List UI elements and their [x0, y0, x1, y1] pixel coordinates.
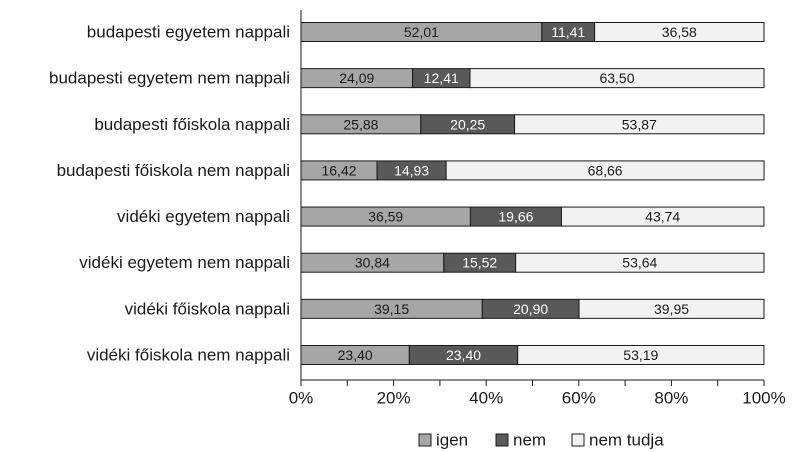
bar-value-label: 23,40 — [338, 347, 373, 363]
legend: igen nem nem tudja — [418, 431, 664, 450]
bar-segment — [469, 68, 765, 89]
bar-segment — [594, 22, 765, 42]
bar-segment — [445, 160, 765, 181]
category-label: budapesti főiskola nem nappali — [57, 161, 290, 180]
legend-swatch — [495, 433, 509, 447]
bar-value-label: 36,58 — [662, 24, 697, 40]
bar-value-label: 20,90 — [513, 301, 548, 317]
x-tick-label: 20% — [377, 389, 411, 408]
bar-value-label: 25,88 — [343, 116, 378, 132]
bars-group: 52,01 11,41 36,58 24,09 12,41 63,50 25,88 20,25… — [300, 22, 765, 365]
bar-value-label: 12,41 — [424, 70, 459, 86]
category-label: vidéki egyetem nem nappali — [79, 253, 290, 272]
bar-value-label: 52,01 — [404, 24, 439, 40]
x-tick-label: 80% — [654, 389, 688, 408]
bar-value-label: 39,95 — [654, 301, 689, 317]
bar-value-label: 53,19 — [623, 347, 658, 363]
x-tick-label: 40% — [469, 389, 503, 408]
bar-value-label: 43,74 — [645, 209, 680, 225]
bar-segment — [515, 252, 765, 273]
legend-swatch — [571, 433, 585, 447]
bar-segment — [517, 344, 765, 365]
category-label: budapesti egyetem nappali — [87, 23, 290, 42]
x-tick-label: 0% — [289, 389, 314, 408]
bar-value-label: 16,42 — [321, 162, 356, 178]
bar-segment — [578, 298, 765, 319]
category-label: budapesti egyetem nem nappali — [49, 69, 290, 88]
category-label: vidéki főiskola nem nappali — [87, 345, 290, 364]
x-tick-label: 60% — [562, 389, 596, 408]
bar-value-label: 20,25 — [450, 116, 485, 132]
bar-value-label: 24,09 — [339, 70, 374, 86]
bar-segment — [560, 206, 765, 227]
bar-value-label: 36,59 — [368, 209, 403, 225]
x-axis: 0% 20% 40% 60% 80% 100% — [289, 10, 786, 408]
bar-value-label: 14,93 — [394, 162, 429, 178]
legend-label: nem tudja — [589, 431, 664, 450]
category-labels: budapesti egyetem nappali budapesti egyet… — [49, 23, 290, 365]
bar-value-label: 68,66 — [588, 162, 623, 178]
category-label: vidéki egyetem nappali — [117, 207, 290, 226]
legend-swatch — [418, 433, 432, 447]
legend-label: igen — [436, 431, 468, 450]
bar-value-label: 11,41 — [551, 24, 585, 40]
bar-value-label: 53,64 — [622, 255, 657, 271]
bar-value-label: 53,87 — [622, 116, 657, 132]
category-label: vidéki főiskola nappali — [125, 299, 290, 318]
bar-value-label: 19,66 — [498, 209, 533, 225]
bar-value-label: 15,52 — [462, 255, 497, 271]
bar-segment — [514, 114, 765, 135]
bar-value-label: 23,40 — [446, 347, 481, 363]
legend-label: nem — [513, 431, 546, 450]
x-tick-label: 100% — [742, 389, 785, 408]
bar-value-label: 39,15 — [374, 301, 409, 317]
category-label: budapesti főiskola nappali — [94, 115, 290, 134]
bar-value-label: 63,50 — [599, 70, 634, 86]
bar-value-label: 30,84 — [355, 255, 390, 271]
